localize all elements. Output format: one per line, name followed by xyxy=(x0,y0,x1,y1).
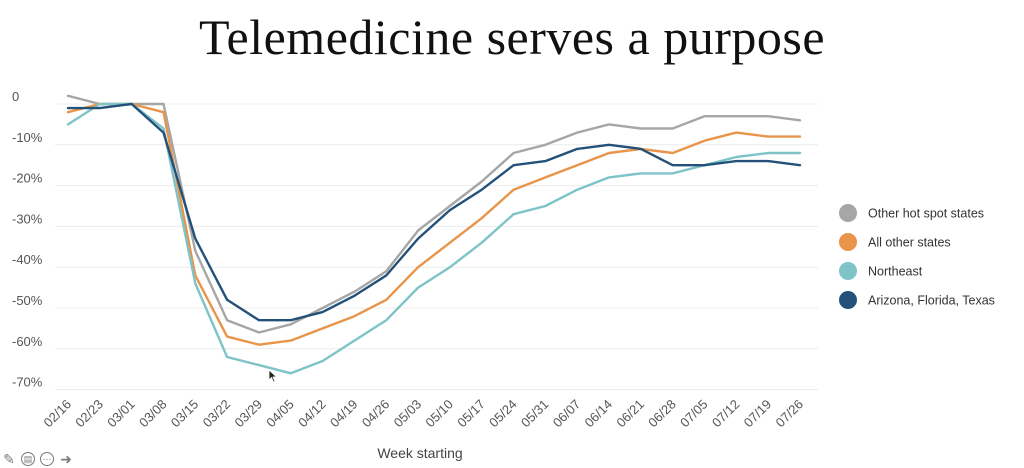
presentation-toolbar: ✎ ▤ ⋯ ➜ xyxy=(2,452,73,466)
legend: Other hot spot states All other states Nor… xyxy=(839,204,995,309)
x-tick-label: 03/08 xyxy=(136,397,170,431)
x-tick-label: 03/15 xyxy=(168,397,202,431)
x-tick-label: 02/23 xyxy=(72,397,106,431)
legend-marker xyxy=(839,262,857,280)
y-tick-label: -40% xyxy=(12,252,43,267)
subtitles-icon[interactable]: ▤ xyxy=(21,452,35,466)
legend-label: Arizona, Florida, Texas xyxy=(868,294,995,308)
x-tick-label: 04/05 xyxy=(263,397,297,431)
series-line xyxy=(66,102,802,346)
x-tick-label: 07/26 xyxy=(773,397,807,431)
slide-title: Telemedicine serves a purpose xyxy=(198,9,826,65)
x-tick-label: 05/24 xyxy=(486,397,520,431)
series-lines xyxy=(66,94,802,375)
x-tick-label: 03/01 xyxy=(104,397,138,431)
legend-marker xyxy=(839,291,857,309)
x-tick-label: 06/07 xyxy=(550,397,584,431)
series-line xyxy=(66,102,802,375)
x-tick-label: 06/28 xyxy=(645,397,679,431)
series-line xyxy=(66,102,802,322)
x-tick-label: 05/17 xyxy=(454,397,488,431)
x-tick-label: 05/03 xyxy=(391,397,425,431)
x-tick-label: 04/12 xyxy=(295,397,329,431)
series-line xyxy=(66,94,802,334)
x-axis-ticks: 02/1602/2303/0103/0803/1503/2203/2904/05… xyxy=(41,397,807,431)
y-tick-label: -20% xyxy=(12,171,43,186)
mouse-cursor-icon xyxy=(268,369,278,383)
x-tick-label: 06/21 xyxy=(613,397,647,431)
x-tick-label: 04/26 xyxy=(359,397,393,431)
y-tick-label: -70% xyxy=(12,375,43,390)
legend-label: Northeast xyxy=(868,265,923,279)
x-tick-label: 02/16 xyxy=(41,397,75,431)
legend-marker xyxy=(839,204,857,222)
y-tick-label: 0 xyxy=(12,89,19,104)
pencil-icon[interactable]: ✎ xyxy=(3,451,15,467)
x-tick-label: 07/12 xyxy=(709,397,743,431)
x-tick-label: 05/31 xyxy=(518,397,552,431)
next-arrow-icon[interactable]: ➜ xyxy=(60,451,72,467)
legend-marker xyxy=(839,233,857,251)
x-axis-label: Week starting xyxy=(377,445,462,461)
x-tick-label: 03/22 xyxy=(200,397,234,431)
x-tick-label: 03/29 xyxy=(231,397,265,431)
x-tick-label: 05/10 xyxy=(422,397,456,431)
y-tick-label: -60% xyxy=(12,334,43,349)
legend-label: All other states xyxy=(868,236,951,250)
x-tick-label: 07/19 xyxy=(741,397,775,431)
y-tick-label: -10% xyxy=(12,130,43,145)
x-tick-label: 06/14 xyxy=(582,397,616,431)
y-axis-ticks: 0 -10% -20% -30% -40% -50% -60% -70% xyxy=(12,89,43,390)
x-tick-label: 07/05 xyxy=(677,397,711,431)
y-tick-label: -50% xyxy=(12,293,43,308)
more-icon[interactable]: ⋯ xyxy=(40,452,54,466)
x-tick-label: 04/19 xyxy=(327,397,361,431)
legend-label: Other hot spot states xyxy=(868,207,984,221)
y-tick-label: -30% xyxy=(12,211,43,226)
